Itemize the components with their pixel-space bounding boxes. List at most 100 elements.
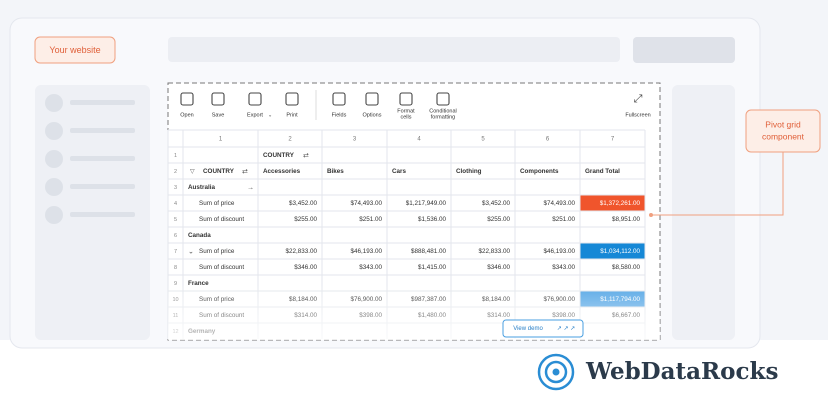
row-number: 9 (174, 281, 177, 287)
row-header: Australia (188, 184, 215, 191)
column-header: Bikes (327, 168, 344, 175)
demo-button-label[interactable]: View demo (513, 326, 543, 332)
callout-line (652, 152, 784, 216)
toolbar-label[interactable]: formatting (431, 114, 455, 120)
toolbar-label[interactable]: Export (247, 112, 263, 118)
toolbar-icon[interactable] (365, 92, 379, 106)
value-cell: $46,193.00 (543, 248, 575, 255)
value-cell: $74,493.00 (350, 200, 382, 207)
row-header: Sum of price (199, 248, 235, 255)
value-cell: $1,372,261.00 (600, 200, 641, 207)
column-header: COUNTRY (203, 168, 235, 175)
row-number: 6 (174, 233, 177, 239)
value-cell: $888,481.00 (411, 248, 447, 255)
value-cell: $343.00 (552, 264, 575, 271)
expand-icon: → (247, 184, 254, 191)
sidebar-items (45, 94, 135, 224)
row-number: 4 (174, 201, 177, 207)
toolbar-icon[interactable] (211, 92, 225, 106)
highlight-cell (580, 195, 645, 211)
fullscreen-icon[interactable]: ⤢ (634, 93, 643, 105)
value-cell: $251.00 (552, 216, 575, 223)
swap-icon: ⇄ (242, 168, 248, 175)
value-cell: $346.00 (487, 264, 510, 271)
column-number: 4 (417, 137, 421, 143)
toolbar-label[interactable]: Open (180, 112, 193, 118)
toolbar-label[interactable]: Fields (332, 112, 347, 118)
toolbar-icon[interactable] (332, 92, 346, 106)
row-number: 7 (174, 249, 177, 255)
row-header: Sum of price (199, 200, 235, 207)
value-cell: $22,833.00 (285, 248, 317, 255)
toolbar-label[interactable]: cells (400, 114, 411, 120)
website-label: Your website (49, 45, 100, 55)
value-cell: $1,034,112.00 (600, 248, 640, 255)
column-number: 2 (288, 137, 292, 143)
column-number: 7 (611, 137, 615, 143)
toolbar-label[interactable]: Fullscreen (625, 112, 650, 118)
toolbar-label[interactable]: Print (286, 112, 298, 118)
collapse-icon: ⌄ (188, 248, 194, 255)
value-cell: $8,951.00 (612, 216, 641, 223)
value-cell: $255.00 (487, 216, 510, 223)
column-header: Accessories (263, 168, 301, 175)
toolbar-label[interactable]: Save (212, 112, 225, 118)
value-cell: $1,217,949.00 (406, 200, 447, 207)
column-number: 6 (546, 137, 550, 143)
row-number: 5 (174, 217, 177, 223)
column-header: Grand Total (585, 168, 620, 175)
value-cell: $1,415.00 (418, 264, 447, 271)
row-number: 3 (174, 185, 177, 191)
toolbar-label[interactable]: Conditional (429, 108, 457, 114)
toolbar-label[interactable]: Options (363, 112, 382, 118)
demo-button[interactable] (502, 319, 584, 338)
toolbar-label[interactable]: Format (397, 108, 415, 114)
demo-button-icon: ↗ ↗ ↗ (557, 326, 575, 332)
dropdown-icon: ⌄ (268, 112, 272, 118)
row-number: 8 (174, 265, 177, 271)
website-label-box (34, 36, 116, 64)
value-cell: $1,536.00 (418, 216, 447, 223)
column-number: 5 (481, 137, 485, 143)
value-cell: $251.00 (359, 216, 382, 223)
row-header: Sum of discount (199, 216, 244, 223)
value-cell: $74,493.00 (543, 200, 575, 207)
fade-overlay (168, 285, 660, 340)
toolbar-icon[interactable] (436, 92, 450, 106)
nav-button-placeholder (633, 37, 735, 63)
value-cell: $46,193.00 (350, 248, 382, 255)
column-number: 1 (219, 137, 223, 143)
row-header: COUNTRY (263, 152, 295, 159)
value-cell: $3,452.00 (289, 200, 318, 207)
callout-dot (649, 213, 653, 217)
value-cell: $22,833.00 (478, 248, 510, 255)
column-header: Clothing (456, 168, 482, 175)
swap-icon: ⇄ (303, 152, 309, 159)
nav-placeholder (168, 37, 620, 62)
row-number: 2 (174, 169, 177, 175)
column-header: Components (520, 168, 559, 175)
value-cell: $3,452.00 (482, 200, 511, 207)
brand-logo (537, 353, 575, 391)
header-row (168, 130, 645, 147)
toolbar-icon[interactable] (248, 92, 262, 106)
filter-icon: ▽ (190, 169, 195, 175)
value-cell: $255.00 (294, 216, 317, 223)
value-cell: $343.00 (359, 264, 382, 271)
toolbar-icon[interactable] (285, 92, 299, 106)
toolbar-icon[interactable] (399, 92, 413, 106)
value-cell: $8,580.00 (612, 264, 641, 271)
row-number: 1 (174, 153, 177, 159)
toolbar-icon[interactable] (180, 92, 194, 106)
row-header: France (188, 280, 209, 287)
value-cell: $346.00 (294, 264, 317, 271)
column-header: Cars (392, 168, 406, 175)
callout-line-text: Pivot grid (765, 119, 801, 129)
row-header: Sum of discount (199, 264, 244, 271)
highlight-cell (580, 243, 645, 259)
right-placeholder (672, 85, 735, 340)
row-header: Canada (188, 232, 211, 239)
column-number: 3 (353, 137, 357, 143)
